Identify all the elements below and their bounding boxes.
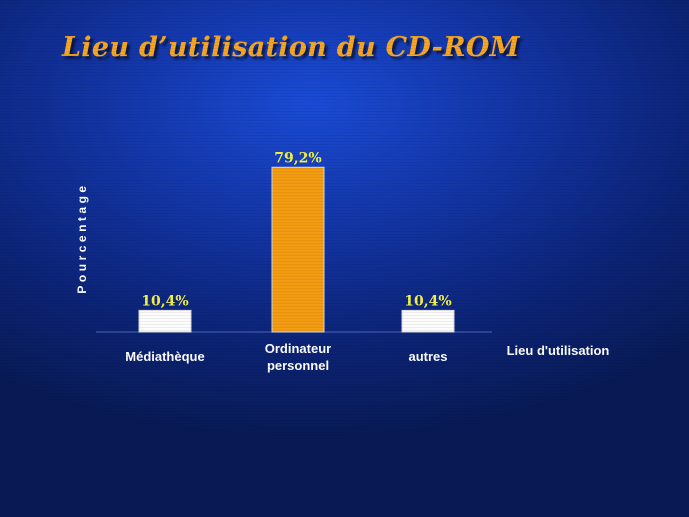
category-label-2: Ordinateur personnel: [265, 341, 331, 373]
value-label-3: 10,4%: [404, 293, 451, 309]
bar-1: [138, 309, 192, 333]
category-label-3: autres: [408, 349, 447, 364]
value-label-2: 79,2%: [274, 150, 321, 166]
x-axis-label: Lieu d'utilisation: [506, 343, 610, 358]
bar-2: [271, 166, 325, 333]
value-label-1: 10,4%: [141, 293, 188, 309]
chart-title: Lieu d’utilisation du CD-ROM: [62, 32, 520, 63]
category-label-1: Médiathèque: [125, 349, 204, 364]
bar-3: [401, 309, 455, 333]
